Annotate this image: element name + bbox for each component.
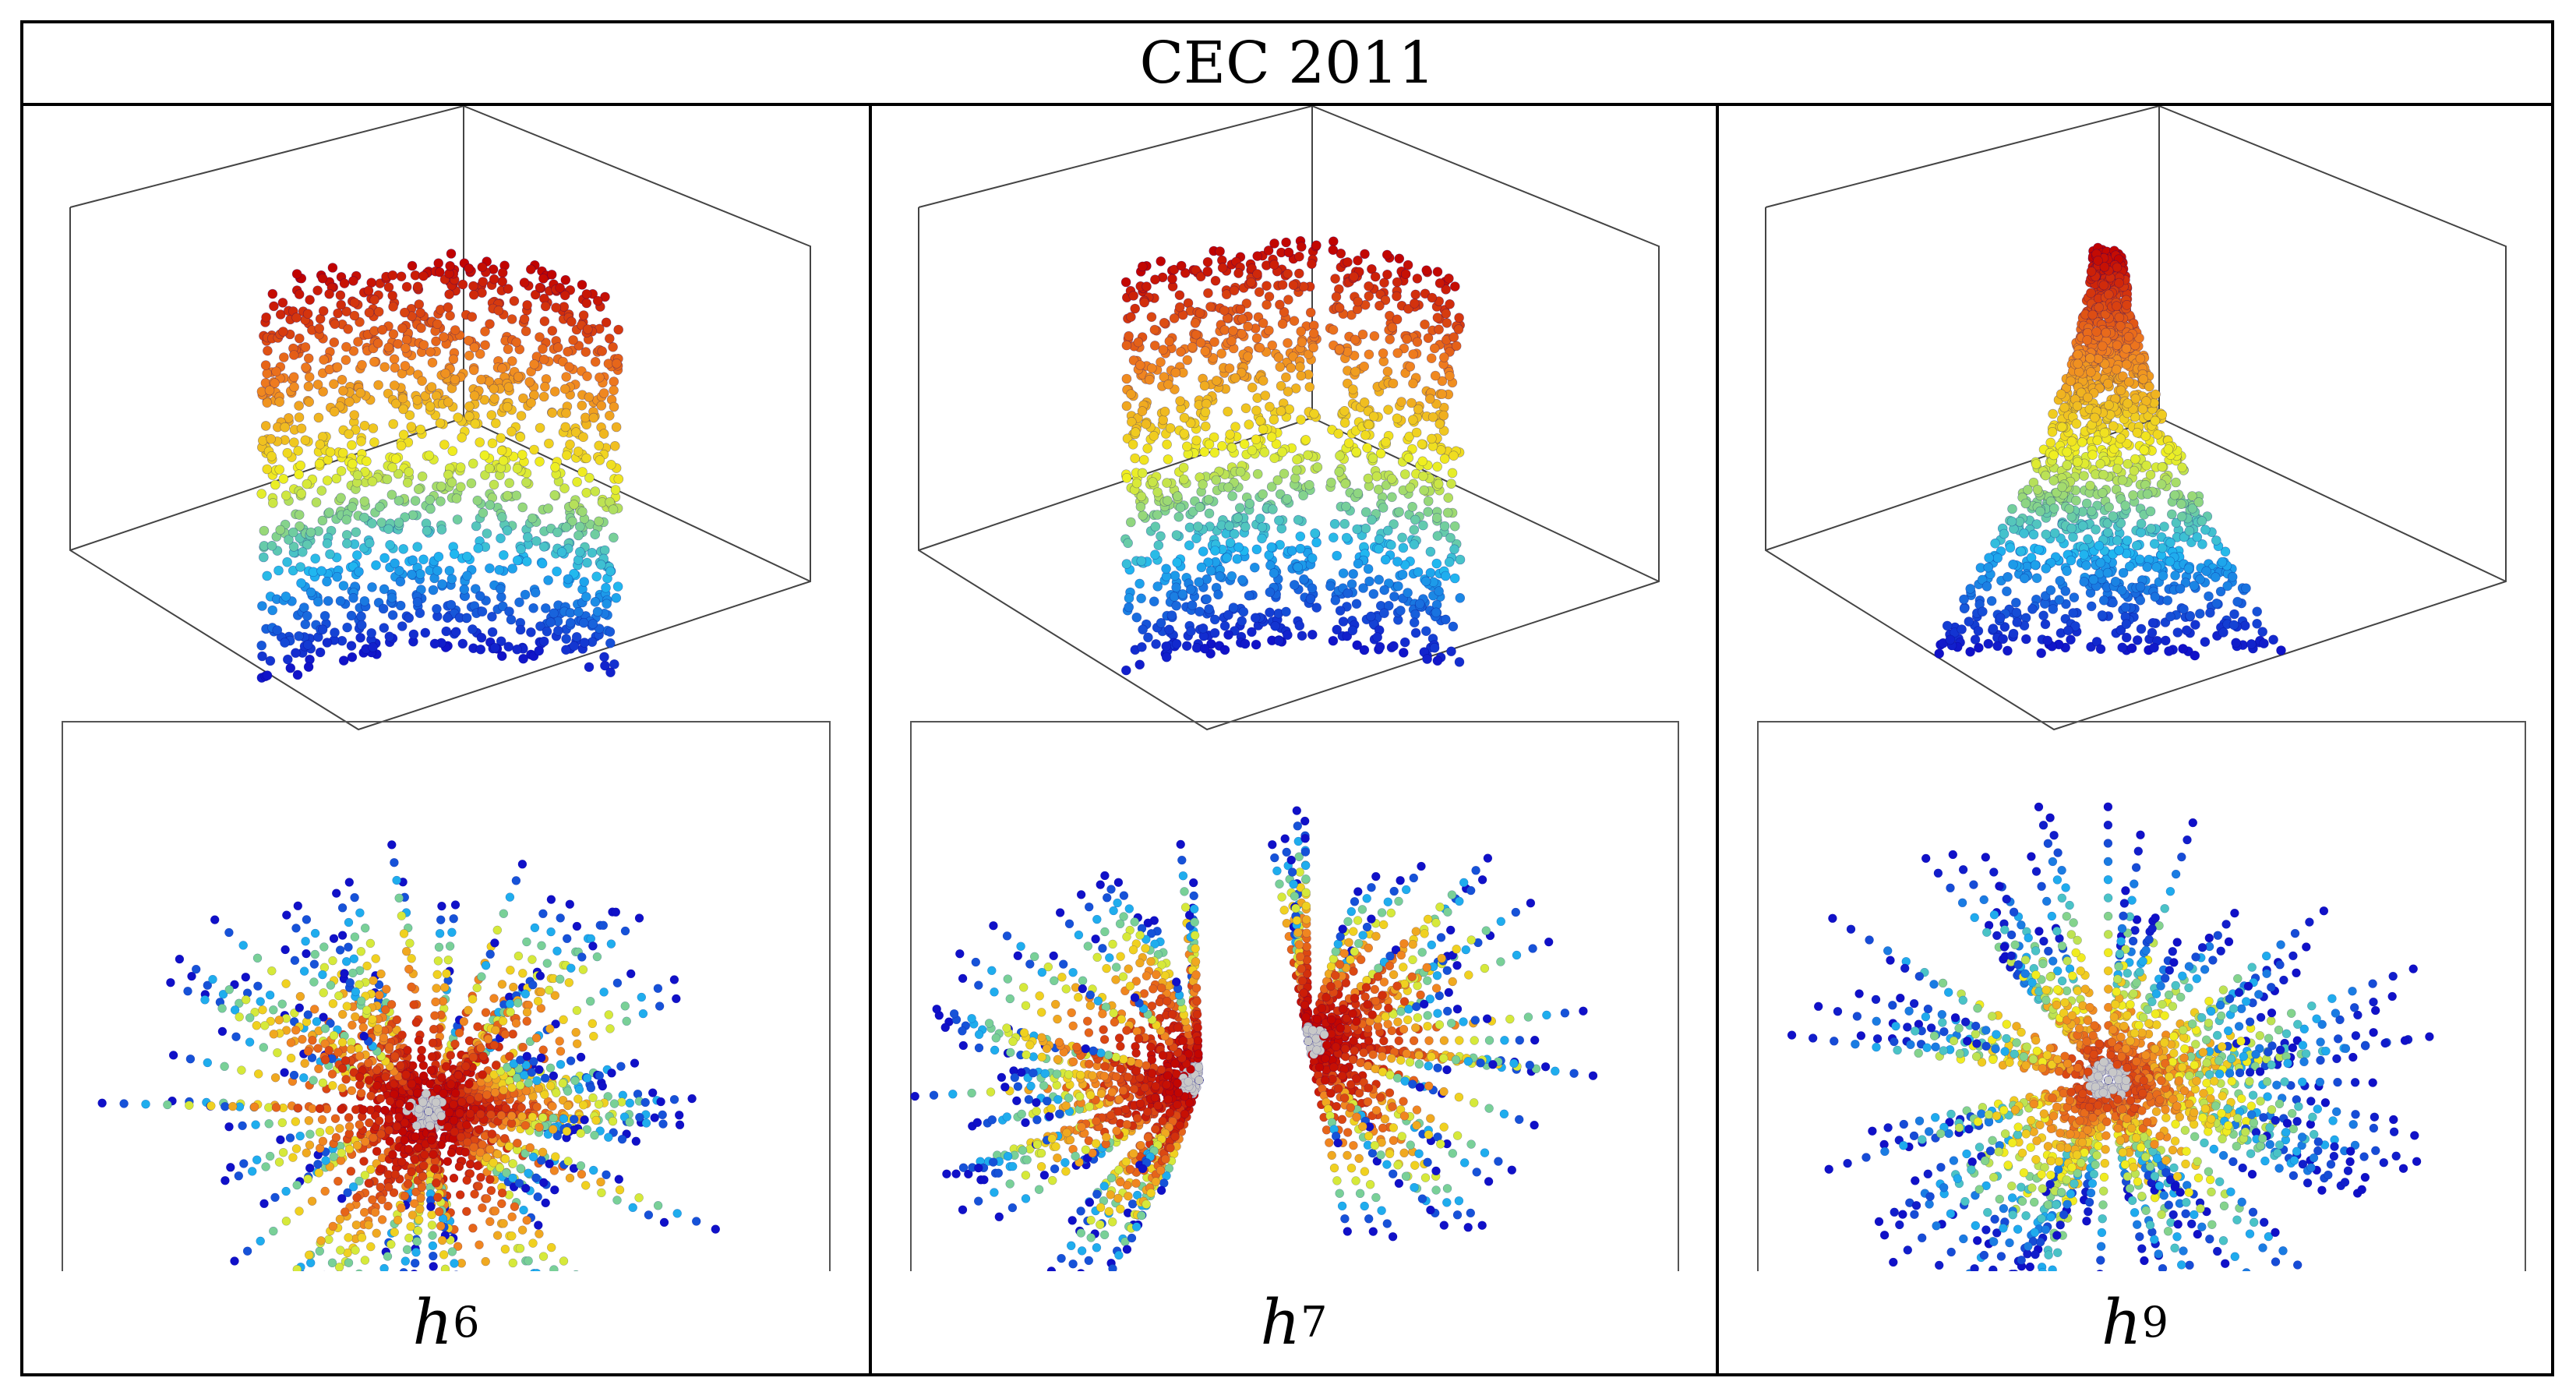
label-sub: 9 xyxy=(2141,1297,2168,1347)
plots-h6 xyxy=(62,106,831,1271)
point-cloud-3d xyxy=(1934,242,2286,661)
point-cloud-3d xyxy=(256,249,624,683)
plot-2d-frame xyxy=(62,721,831,1271)
plots-h9 xyxy=(1757,106,2526,1271)
plot-2d-frame xyxy=(910,721,1679,1271)
plot-3d-box xyxy=(69,106,811,731)
title-row: CEC 2011 xyxy=(23,23,2551,106)
point-cloud-3d xyxy=(1120,235,1466,676)
label-main: h xyxy=(412,1285,453,1358)
plots-h7 xyxy=(910,106,1679,1271)
point-cloud-2d xyxy=(97,840,721,1271)
figure-title: CEC 2011 xyxy=(1139,30,1435,97)
label-sub: 6 xyxy=(453,1297,480,1347)
point-cloud-2d xyxy=(1787,802,2434,1271)
label-main: h xyxy=(2101,1285,2142,1358)
plot-2d-frame xyxy=(1757,721,2526,1271)
label-main: h xyxy=(1260,1285,1301,1358)
label-sub: 7 xyxy=(1300,1297,1328,1347)
point-cloud-2d xyxy=(910,806,1598,1271)
